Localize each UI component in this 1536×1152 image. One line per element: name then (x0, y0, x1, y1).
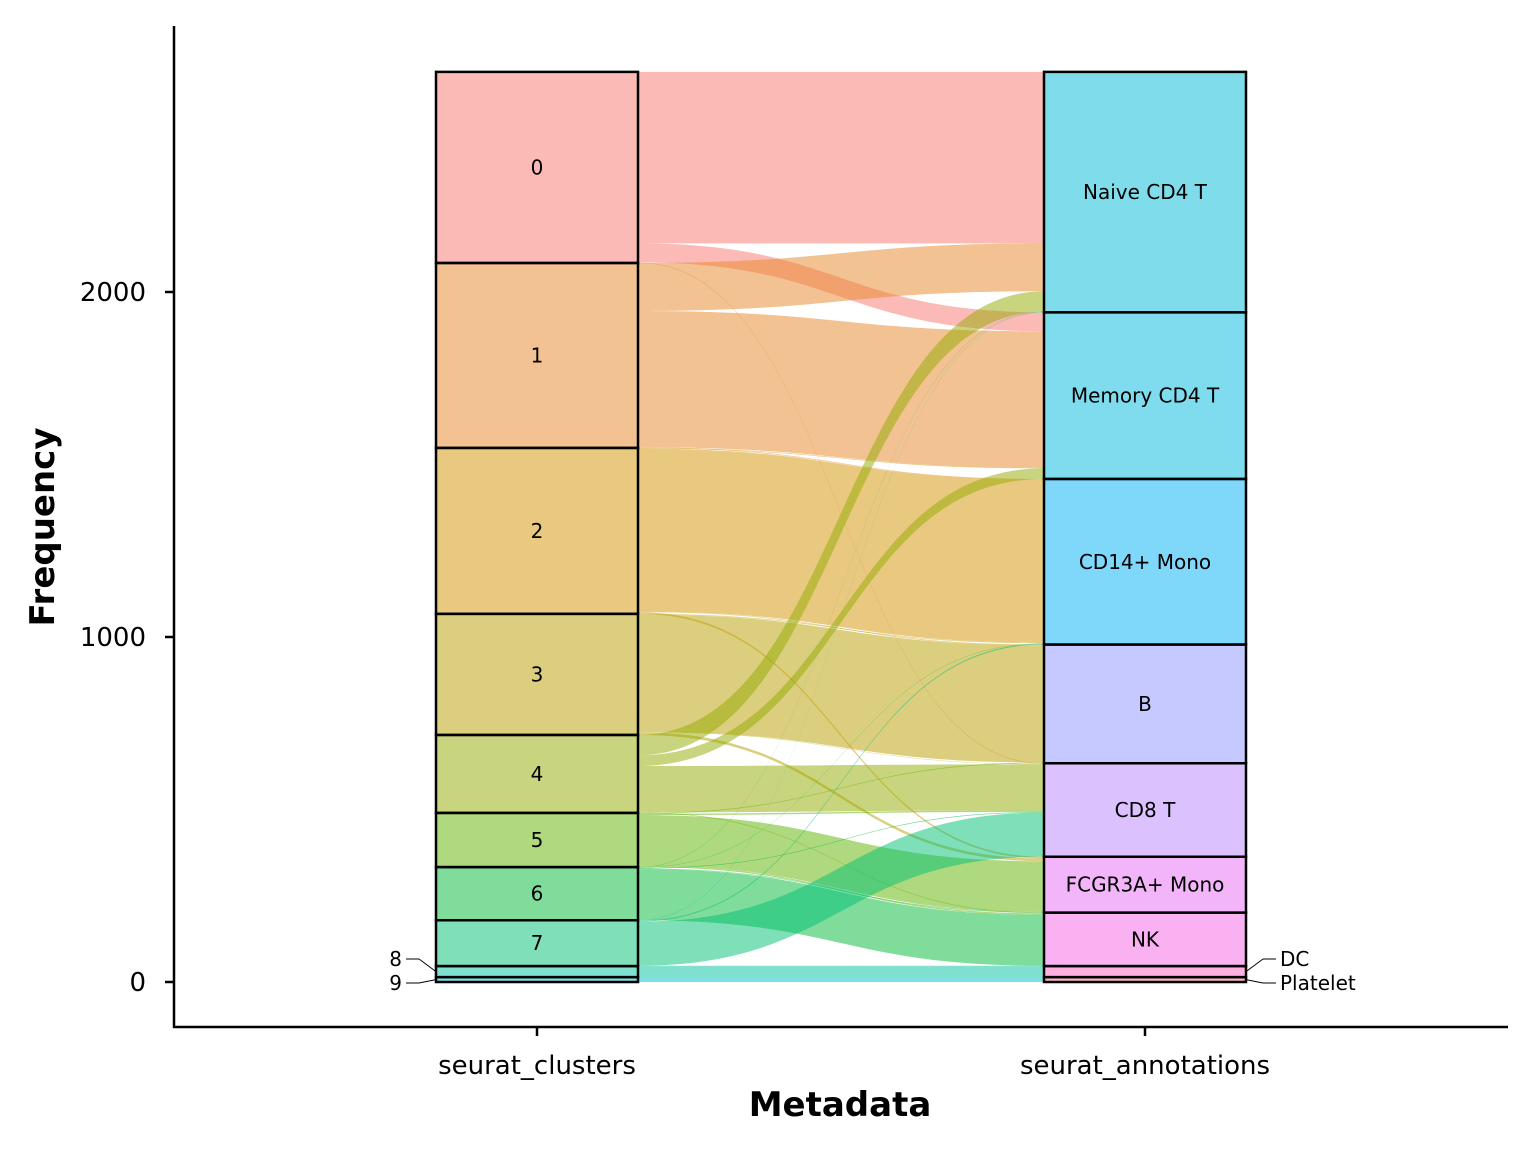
y-tick-label: 0 (129, 968, 146, 998)
annotation-stratum-label: CD8 T (1115, 798, 1176, 822)
annotation-stratum-label: NK (1131, 927, 1160, 951)
flow-7-to-cd14-mono (638, 643, 1044, 922)
flow-4-to-memory-cd4-t (638, 468, 1044, 767)
cluster-stratum-label: 2 (531, 519, 544, 543)
cluster-callout-leader (418, 979, 437, 984)
cluster-stratum-label: 4 (531, 762, 544, 786)
annotation-stratum-fcgr3a-mono (1042, 855, 1248, 914)
strata-layer: 0 1 2 3 4 5 6 7 Naive CD4 T Memory CD4 T CD14+ Mon… (434, 70, 1248, 984)
flow-2-to-memory-cd4-t (638, 447, 1044, 469)
x-ticks: seurat_clusters seurat_annotations (438, 1027, 1270, 1081)
cluster-stratum-3 (434, 612, 640, 737)
flow-5-to-cd8-t (638, 810, 1044, 816)
x-tick-label: seurat_annotations (1020, 1051, 1270, 1081)
flow-0-to-naive-cd4-t (638, 71, 1044, 244)
cluster-stratum-label: 7 (531, 931, 544, 955)
flow-6-to-naive-cd4-t (638, 311, 1044, 868)
annotation-callout-leader (1245, 958, 1264, 973)
annotation-stratum-label: FCGR3A+ Mono (1066, 873, 1225, 897)
annotation-stratum-label: DC (1280, 947, 1309, 971)
y-axis-title: Frequency (23, 427, 63, 626)
flow-2-to-cd14-mono (638, 448, 1044, 643)
cluster-stratum-label: 3 (531, 662, 544, 686)
annotation-stratum-cd8-t (1042, 762, 1248, 859)
flow-3-to-cd14-mono (638, 613, 1044, 644)
cluster-stratum-1 (434, 261, 640, 450)
flow-8-to-dc (638, 966, 1044, 978)
flow-5-to-b (638, 762, 1044, 814)
flow-4-to-naive-cd4-t (638, 291, 1044, 756)
cluster-stratum-label: 8 (389, 947, 402, 971)
annotation-stratum-label: Memory CD4 T (1071, 384, 1220, 408)
flow-6-to-nk (638, 869, 1044, 966)
annotation-stratum-memory-cd4-t (1042, 311, 1248, 481)
cluster-stratum-7 (434, 918, 640, 968)
annotation-stratum-naive-cd4-t (1042, 70, 1248, 314)
flow-1-to-naive-cd4-t (638, 243, 1044, 311)
annotation-stratum-dc (1042, 964, 1248, 979)
annotation-callout-leader (1245, 979, 1264, 984)
x-axis-title: Metadata (749, 1085, 932, 1125)
cluster-stratum-9 (434, 975, 640, 984)
flow-6-to-cd14-mono (638, 643, 1044, 868)
flows-layer (638, 71, 1044, 982)
cluster-stratum-6 (434, 865, 640, 922)
cluster-stratum-label: 5 (531, 828, 544, 852)
annotation-stratum-label: B (1138, 692, 1152, 716)
flow-7-to-naive-cd4-t (638, 312, 1044, 921)
flow-1-to-memory-cd4-t (638, 310, 1044, 468)
annotation-stratum-cd14-mono (1042, 477, 1248, 646)
cluster-stratum-label: 9 (389, 971, 402, 995)
annotation-stratum-label: Platelet (1280, 971, 1356, 995)
annotation-stratum-b (1042, 643, 1248, 765)
cluster-stratum-label: 0 (531, 155, 544, 179)
annotation-stratum-label: CD14+ Mono (1079, 550, 1211, 574)
x-tick-label: seurat_clusters (438, 1051, 636, 1081)
flow-5-to-fcgr3a-mono (638, 815, 1044, 912)
annotation-stratum-label: Naive CD4 T (1083, 180, 1208, 204)
cluster-stratum-label: 6 (531, 882, 544, 906)
y-ticks: 0 1000 2000 (80, 278, 174, 998)
flow-9-to-platelet (638, 977, 1044, 982)
y-tick-label: 2000 (80, 278, 146, 308)
annotation-stratum-nk (1042, 911, 1248, 968)
axes-layer: 0 1000 2000 seurat_clusters seurat_annotati… (23, 26, 1508, 1125)
cluster-stratum-0 (434, 70, 640, 265)
cluster-stratum-8 (434, 964, 640, 979)
flow-3-to-cd8-t (638, 731, 1044, 765)
cluster-stratum-5 (434, 811, 640, 869)
cluster-callout-leader (418, 958, 437, 973)
flow-7-to-cd8-t (638, 812, 1044, 966)
flow-6-to-cd8-t (638, 811, 1044, 869)
cluster-stratum-label: 1 (531, 343, 544, 367)
annotation-stratum-platelet (1042, 975, 1248, 984)
y-tick-label: 1000 (80, 623, 146, 653)
flow-1-to-cd14-mono (638, 447, 1044, 480)
